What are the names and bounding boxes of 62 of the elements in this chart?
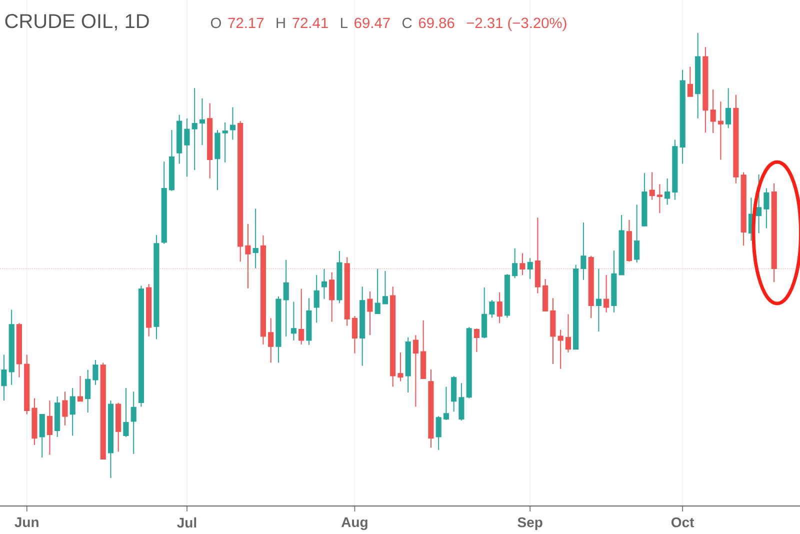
candlestick (649, 172, 655, 200)
candlestick (329, 272, 335, 322)
text: L (341, 18, 348, 28)
candlestick (92, 360, 98, 386)
x-tick-label: Oct (671, 517, 694, 528)
candlestick (46, 400, 53, 456)
x-tick-label: Aug (341, 517, 368, 530)
candlestick (314, 274, 320, 324)
x-tick-label: Jul (177, 517, 196, 528)
text: C (402, 18, 412, 28)
candlestick (245, 223, 251, 289)
text: 72.41 (292, 18, 328, 28)
candlestick (436, 416, 442, 450)
text: −2.31 (−3.20%) (466, 17, 566, 32)
chart-title: CRUDE OIL, 1D (5, 14, 149, 31)
candlestick (70, 388, 76, 436)
candlestick (496, 292, 502, 324)
candlestick (39, 414, 45, 458)
candlestick (130, 391, 136, 454)
candlestick (634, 204, 640, 264)
x-tick-label: Sep (518, 517, 542, 530)
candlestick (443, 386, 449, 421)
x-tick-label: Jun (14, 517, 38, 528)
text: 69.47 (354, 18, 390, 28)
text: 72.17 (228, 18, 264, 28)
candlestick (565, 314, 571, 353)
candlestick (412, 334, 418, 408)
text: H (276, 18, 285, 28)
candlestick (374, 268, 380, 314)
candlestick (489, 299, 495, 318)
candlestick (252, 208, 258, 269)
candlestick (527, 258, 533, 280)
candlestick (764, 188, 770, 229)
candlestick (77, 376, 84, 402)
text: 69.86 (418, 18, 454, 28)
candlestick (230, 106, 236, 140)
candlestick (321, 268, 327, 300)
candlestick (687, 66, 693, 98)
candlestick (268, 318, 274, 364)
candlestick (512, 248, 518, 279)
candlestick (62, 391, 68, 426)
candlestick (199, 98, 205, 146)
candlestick (482, 286, 488, 339)
text: O (210, 18, 221, 28)
candlestick (726, 88, 732, 129)
candlestick (123, 388, 129, 438)
candlestick (604, 274, 610, 313)
candlestick (596, 268, 602, 332)
candlestick (664, 178, 670, 206)
candlestick (85, 369, 91, 414)
candlestick (367, 290, 373, 336)
candlestick (398, 352, 404, 382)
candlestick (352, 315, 358, 354)
candlestick (298, 288, 304, 345)
candlestick (718, 100, 724, 160)
candlestick (474, 328, 480, 353)
candlestick (382, 270, 388, 304)
candlestick (1, 354, 7, 402)
candlestick (290, 301, 296, 341)
candlestick (520, 252, 526, 276)
candlestick (656, 184, 662, 214)
candlestick (580, 222, 586, 280)
